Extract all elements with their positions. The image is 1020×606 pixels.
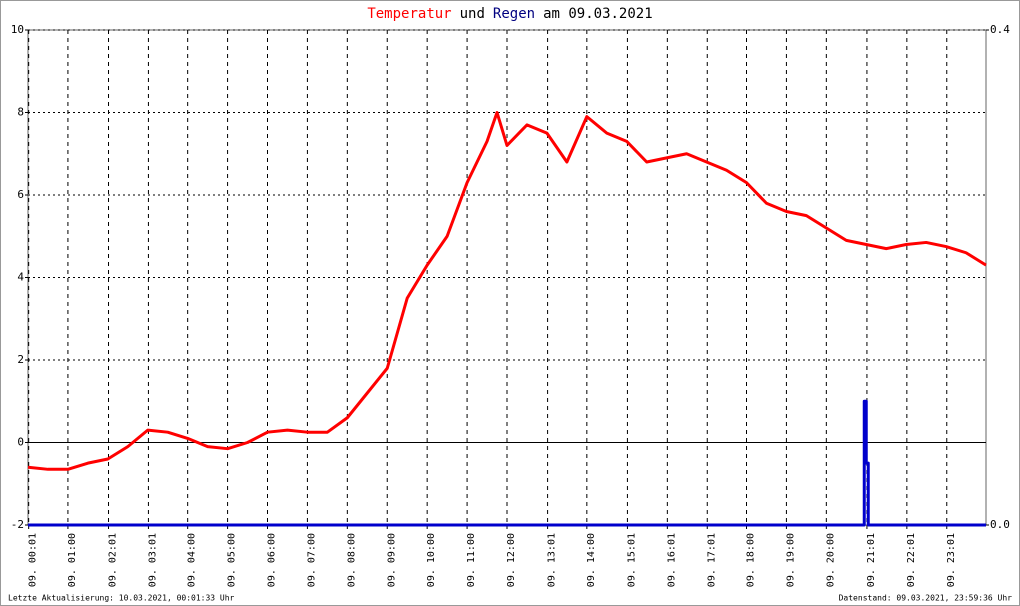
y-tick-label: 2 bbox=[17, 353, 24, 366]
x-tick-label: 09. 12:00 bbox=[506, 533, 517, 587]
x-tick-label: 09. 04:00 bbox=[187, 533, 198, 587]
x-tick-label: 09. 05:00 bbox=[227, 533, 238, 587]
x-tick-label: 09. 21:01 bbox=[866, 533, 877, 587]
x-tick-label: 09. 15:01 bbox=[626, 533, 637, 587]
title-part: und bbox=[460, 6, 485, 22]
x-tick-label: 09. 08:00 bbox=[346, 533, 357, 587]
series-line bbox=[28, 399, 986, 527]
title-part: Temperatur bbox=[367, 6, 451, 22]
footer-left: Letzte Aktualisierung: 10.03.2021, 00:01… bbox=[8, 594, 235, 603]
x-tick-label: 09. 16:01 bbox=[666, 533, 677, 587]
x-tick-label: 09. 01:00 bbox=[67, 533, 78, 587]
x-tick-label: 09. 13:01 bbox=[547, 533, 558, 587]
x-tick-label: 09. 14:00 bbox=[586, 533, 597, 587]
chart-title: Temperatur und Regen am 09.03.2021 bbox=[367, 6, 652, 22]
x-tick-label: 09. 22:01 bbox=[906, 533, 917, 587]
y-tick-label: 4 bbox=[17, 271, 24, 284]
x-tick-label: 09. 23:01 bbox=[946, 533, 957, 587]
title-part: am 09.03.2021 bbox=[543, 6, 653, 22]
y-tick-label: 6 bbox=[17, 188, 24, 201]
title-part: Regen bbox=[493, 6, 535, 22]
x-tick-label: 09. 17:01 bbox=[706, 533, 717, 587]
x-tick-label: 09. 10:00 bbox=[426, 533, 437, 587]
x-tick-label: 09. 07:00 bbox=[306, 533, 317, 587]
x-tick-label: 09. 06:00 bbox=[267, 533, 278, 587]
y-tick-label: -2 bbox=[11, 518, 24, 531]
x-tick-label: 09. 00:01 bbox=[28, 533, 39, 587]
x-tick-label: 09. 03:01 bbox=[147, 533, 158, 587]
x-tick-label: 09. 11:00 bbox=[466, 533, 477, 587]
y2-tick-label: 0.4 bbox=[990, 23, 1010, 36]
y-tick-label: 10 bbox=[11, 23, 24, 36]
x-tick-label: 09. 02:01 bbox=[108, 533, 119, 587]
x-tick-label: 09. 18:00 bbox=[746, 533, 757, 587]
y2-tick-label: 0.0 bbox=[990, 518, 1010, 531]
y-tick-label: 0 bbox=[17, 436, 24, 449]
x-tick-label: 09. 20:00 bbox=[825, 533, 836, 587]
series-line bbox=[27, 111, 987, 471]
y-tick-label: 8 bbox=[17, 106, 24, 119]
footer-right: Datenstand: 09.03.2021, 23:59:36 Uhr bbox=[839, 594, 1013, 603]
x-tick-label: 09. 19:00 bbox=[785, 533, 796, 587]
x-tick-label: 09. 09:00 bbox=[386, 533, 397, 587]
